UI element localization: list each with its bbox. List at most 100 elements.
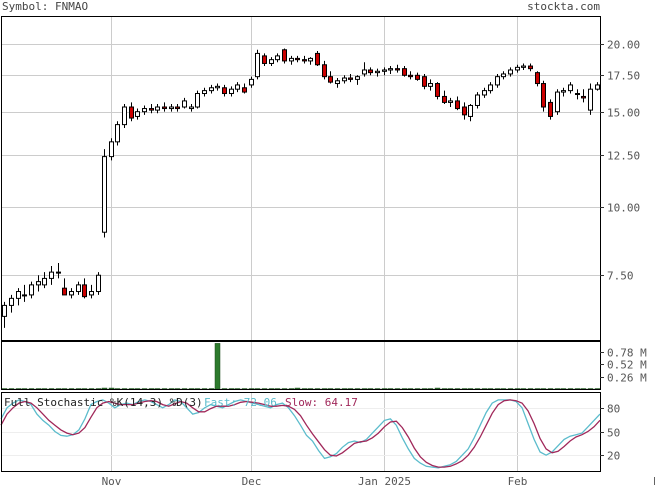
candle-body: [115, 124, 120, 143]
y-tick-label: 10.00: [607, 202, 640, 215]
x-tick-label: Jan 2025: [358, 475, 411, 486]
stoch-tick-label: 80: [607, 403, 620, 416]
candle: [488, 82, 493, 94]
candle: [282, 48, 287, 64]
candle-body: [29, 284, 34, 296]
candle: [235, 82, 240, 93]
candle-body: [149, 108, 154, 111]
candle: [428, 79, 433, 91]
candle-body: [428, 83, 433, 87]
candle-body: [315, 52, 320, 66]
candle-body: [362, 69, 367, 75]
candle-body: [448, 100, 453, 103]
candle-body: [348, 77, 353, 80]
candle-body: [109, 141, 114, 158]
site-label[interactable]: stockta.com: [527, 0, 600, 13]
candle: [588, 83, 593, 115]
candle: [115, 121, 120, 146]
candle: [328, 71, 333, 84]
candle-body: [209, 87, 214, 92]
candle: [169, 103, 174, 112]
candle-body: [282, 49, 287, 62]
candle: [202, 87, 207, 97]
candle: [82, 278, 87, 299]
candle-body: [189, 106, 194, 110]
candle-body: [96, 274, 101, 293]
stoch-slow-line: [0, 399, 601, 468]
candle-body: [169, 106, 174, 110]
candle-body: [42, 277, 47, 286]
candle-body: [468, 104, 473, 117]
candle: [189, 103, 194, 112]
stochastic-slow-label: Slow: 64.17: [285, 396, 358, 409]
candle-body: [368, 69, 373, 74]
candle-body: [568, 84, 573, 92]
candle: [442, 90, 447, 104]
candle: [415, 72, 420, 81]
candle-body: [308, 57, 313, 62]
candle-body: [69, 291, 74, 296]
candle-body: [322, 64, 327, 78]
candle: [69, 288, 74, 299]
candle: [109, 138, 114, 161]
candle: [388, 66, 393, 74]
candle: [528, 63, 533, 72]
candle: [482, 87, 487, 98]
candle: [56, 262, 61, 279]
candle: [36, 275, 41, 292]
candle-body: [56, 271, 61, 274]
candle: [155, 103, 160, 114]
candle-body: [342, 77, 347, 82]
candle: [462, 102, 467, 120]
candle: [49, 265, 54, 285]
candle-body: [375, 70, 380, 74]
candle-body: [269, 59, 274, 64]
candle: [568, 82, 573, 94]
candle-body: [462, 106, 467, 116]
candle: [135, 108, 140, 120]
candle: [175, 103, 180, 112]
candle-body: [521, 65, 526, 68]
candle: [315, 50, 320, 67]
volume-bar: [108, 387, 115, 390]
candle-body: [129, 106, 134, 119]
candle: [229, 86, 234, 97]
candle-body: [16, 291, 21, 299]
candle-body: [22, 294, 27, 297]
candle-body: [302, 59, 307, 62]
candle-body: [122, 106, 127, 126]
candle-body: [555, 91, 560, 113]
candle-body: [475, 94, 480, 106]
y-tick-label: 17.50: [607, 70, 640, 83]
candle-body: [415, 74, 420, 80]
candle: [508, 67, 513, 77]
candle: [541, 80, 546, 112]
candle: [22, 284, 27, 302]
stochastic-title: Full Stochastic %K(14,3) %D(3): [4, 396, 203, 409]
candle: [222, 84, 227, 97]
y-tick-label: 7.50: [607, 270, 634, 283]
candle-body: [49, 271, 54, 279]
candle: [129, 102, 134, 122]
candle-body: [581, 95, 586, 99]
candle: [422, 73, 427, 90]
candle: [395, 64, 400, 73]
candle: [142, 105, 147, 115]
candle-body: [242, 87, 247, 93]
candle: [362, 62, 367, 77]
y-tick-label: 15.00: [607, 107, 640, 120]
candle-body: [561, 90, 566, 93]
candle-body: [535, 72, 540, 85]
candle-body: [182, 100, 187, 108]
candle-body: [62, 287, 67, 296]
candle-body: [588, 88, 593, 111]
candle: [122, 103, 127, 128]
candle: [515, 64, 520, 73]
candle: [76, 281, 81, 295]
candle: [209, 84, 214, 94]
candle-body: [202, 90, 207, 95]
candle-body: [175, 106, 180, 110]
candle-body: [82, 284, 87, 298]
candle-body: [442, 95, 447, 103]
candle-body: [275, 55, 280, 61]
